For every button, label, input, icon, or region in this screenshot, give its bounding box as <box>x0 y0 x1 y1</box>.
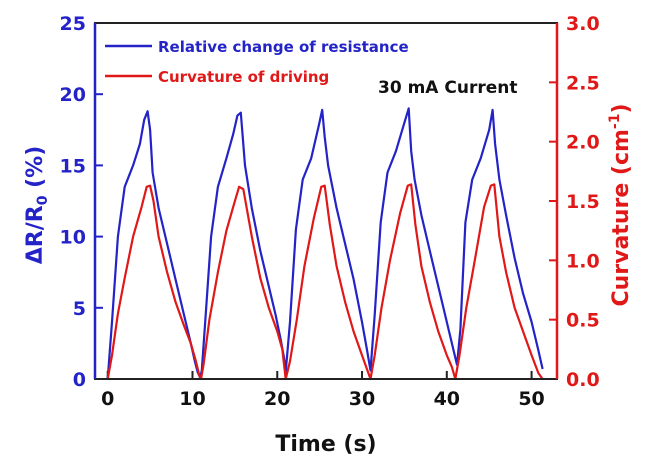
series-line-curvature <box>106 183 544 381</box>
x-axis-title: Time (s) <box>275 432 376 457</box>
label-layer: 0 10 20 30 40 50 0 5 10 15 20 25 0.0 0.5 1.0 1.5 2.0 2.5 3… <box>60 13 600 410</box>
right-y-tick-label: 3.0 <box>566 13 600 35</box>
right-y-tick-label: 2.0 <box>566 132 600 154</box>
x-tick-label: 20 <box>264 388 290 410</box>
legend-label-resistance: Relative change of resistance <box>158 38 409 56</box>
x-tick-label: 30 <box>349 388 375 410</box>
x-tick-label: 10 <box>179 388 205 410</box>
left-axis-title: ΔR/R0 (%) <box>23 146 51 265</box>
series-line-resistance <box>106 107 544 380</box>
left-y-tick-label: 20 <box>60 84 86 106</box>
annotation-current: 30 mA Current <box>378 78 517 98</box>
left-y-tick-label: 10 <box>60 227 86 249</box>
right-y-tick-label: 0.5 <box>566 310 600 332</box>
right-axis-title: Curvature (cm-1) <box>607 103 634 306</box>
left-y-tick-label: 5 <box>73 298 86 320</box>
series-layer <box>106 107 544 381</box>
x-tick-label: 0 <box>101 388 114 410</box>
right-y-tick-label: 0.0 <box>566 369 600 391</box>
left-y-tick-label: 0 <box>73 369 86 391</box>
right-y-tick-label: 2.5 <box>566 72 600 94</box>
right-y-tick-label: 1.0 <box>566 250 600 272</box>
right-y-tick-label: 1.5 <box>566 191 600 213</box>
x-tick-label: 50 <box>518 388 544 410</box>
left-y-tick-label: 25 <box>60 13 86 35</box>
legend-label-curvature: Curvature of driving <box>158 68 329 86</box>
left-y-tick-label: 15 <box>60 155 86 177</box>
x-tick-label: 40 <box>434 388 460 410</box>
